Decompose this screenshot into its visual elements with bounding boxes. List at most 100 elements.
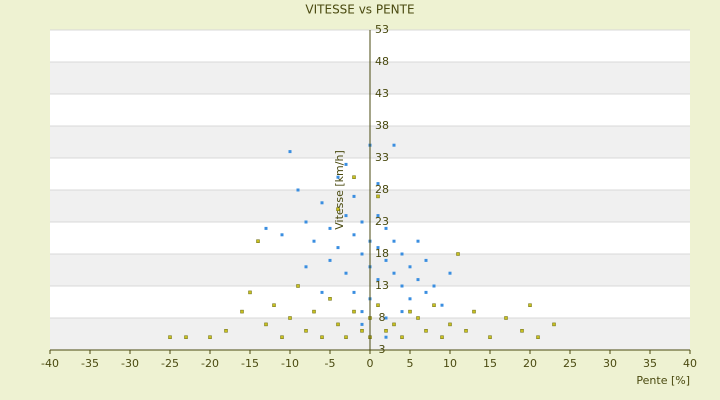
point (304, 265, 308, 269)
point (384, 226, 388, 230)
point (456, 252, 460, 256)
point (336, 246, 340, 250)
point (448, 322, 452, 327)
point (408, 309, 412, 314)
point (264, 322, 268, 327)
point (360, 220, 364, 224)
x-tick-label: 10 (443, 357, 457, 370)
point (280, 335, 284, 339)
point (528, 303, 532, 307)
point (344, 214, 348, 218)
point (312, 309, 316, 314)
x-tick-label: -5 (325, 357, 336, 370)
x-tick-label: 40 (683, 357, 697, 370)
point (328, 258, 332, 262)
point (240, 309, 244, 314)
point (416, 239, 420, 243)
point (344, 271, 348, 275)
y-tick-label: 18 (375, 247, 389, 260)
point (376, 303, 380, 307)
point (424, 329, 428, 333)
point (408, 265, 412, 269)
point (288, 150, 292, 154)
point (352, 290, 356, 294)
x-tick-label: -20 (201, 357, 219, 370)
y-tick-label: 48 (375, 55, 389, 68)
point (448, 271, 452, 275)
point (352, 175, 356, 179)
point (336, 322, 340, 327)
x-tick-label: 30 (603, 357, 617, 370)
x-tick-label: -10 (281, 357, 299, 370)
point (392, 239, 396, 243)
point (384, 335, 388, 339)
point (224, 329, 228, 333)
point (344, 335, 348, 339)
y-tick-label: 43 (375, 87, 389, 100)
point (552, 322, 556, 327)
y-tick-label: 23 (375, 215, 389, 228)
point (472, 309, 476, 314)
point (488, 335, 492, 339)
point (344, 162, 348, 166)
y-tick-label: 38 (375, 119, 389, 132)
point (288, 316, 292, 320)
point (296, 284, 300, 288)
point (320, 290, 324, 294)
x-tick-label: -35 (81, 357, 99, 370)
x-tick-label: 5 (407, 357, 414, 370)
y-tick-label: 13 (375, 279, 389, 292)
point (400, 252, 404, 256)
point (432, 284, 436, 288)
point (352, 309, 356, 314)
point (320, 335, 324, 339)
point (384, 316, 388, 320)
point (536, 335, 540, 339)
point (440, 335, 444, 339)
point (352, 194, 356, 198)
point (360, 329, 364, 333)
y-axis-label: Vitesse [km/h] (333, 150, 346, 230)
point (384, 329, 388, 333)
point (400, 310, 404, 314)
point (336, 175, 340, 179)
y-tick-label: 53 (375, 23, 389, 36)
point (256, 239, 260, 243)
point (400, 284, 404, 288)
point (424, 290, 428, 294)
x-tick-label: -15 (241, 357, 259, 370)
point (416, 316, 420, 320)
point (384, 258, 388, 262)
point (520, 329, 524, 333)
point (360, 322, 364, 326)
point (264, 226, 268, 230)
point (424, 258, 428, 262)
point (208, 335, 212, 339)
point (304, 220, 308, 224)
point (352, 233, 356, 237)
point (400, 335, 404, 339)
x-axis-label: Pente [%] (636, 374, 690, 387)
x-tick-label: 0 (367, 357, 374, 370)
point (392, 143, 396, 147)
point (328, 297, 332, 301)
point (408, 297, 412, 301)
point (312, 239, 316, 243)
point (168, 335, 172, 339)
point (336, 207, 340, 211)
point (280, 233, 284, 237)
x-tick-label: 15 (483, 357, 497, 370)
point (376, 246, 380, 250)
y-tick-label: 28 (375, 183, 389, 196)
y-tick-label: 33 (375, 151, 389, 164)
point (416, 278, 420, 282)
axes: 38131823283338434853-40-35-30-25-20-15-1… (41, 23, 697, 370)
point (272, 303, 276, 307)
point (320, 201, 324, 205)
point (376, 278, 380, 282)
x-tick-label: 35 (643, 357, 657, 370)
x-tick-label: 25 (563, 357, 577, 370)
point (360, 310, 364, 314)
x-tick-label: -30 (121, 357, 139, 370)
y-tick-label: 8 (379, 311, 386, 324)
